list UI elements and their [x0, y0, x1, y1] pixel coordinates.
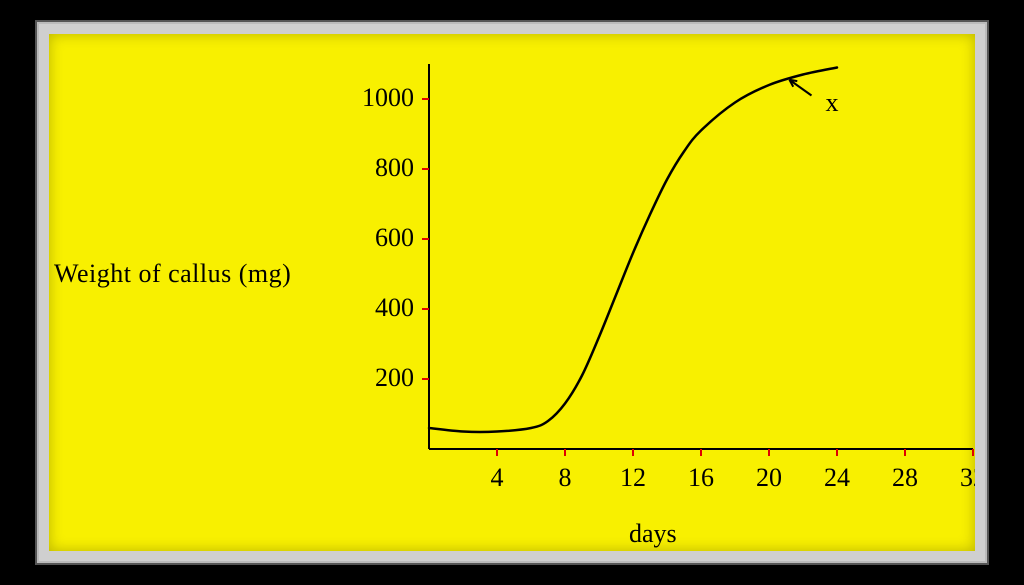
- y-tick-label: 1000: [334, 83, 414, 113]
- screenshot-frame: Weight of callus (mg) days 2004006008001…: [35, 20, 989, 565]
- x-tick-label: 8: [545, 463, 585, 493]
- x-tick-label: 12: [613, 463, 653, 493]
- x-tick-label: 24: [817, 463, 857, 493]
- y-tick-label: 200: [334, 363, 414, 393]
- x-tick-label: 28: [885, 463, 925, 493]
- x-tick-label: 16: [681, 463, 721, 493]
- y-tick-label: 800: [334, 153, 414, 183]
- chart-panel: Weight of callus (mg) days 2004006008001…: [49, 34, 975, 551]
- x-tick-label: 20: [749, 463, 789, 493]
- x-tick-label: 4: [477, 463, 517, 493]
- x-tick-label: 32: [953, 463, 975, 493]
- chart-container: Weight of callus (mg) days 2004006008001…: [49, 34, 975, 551]
- curve-annotation-x: x: [826, 88, 839, 118]
- y-tick-label: 600: [334, 223, 414, 253]
- y-tick-label: 400: [334, 293, 414, 323]
